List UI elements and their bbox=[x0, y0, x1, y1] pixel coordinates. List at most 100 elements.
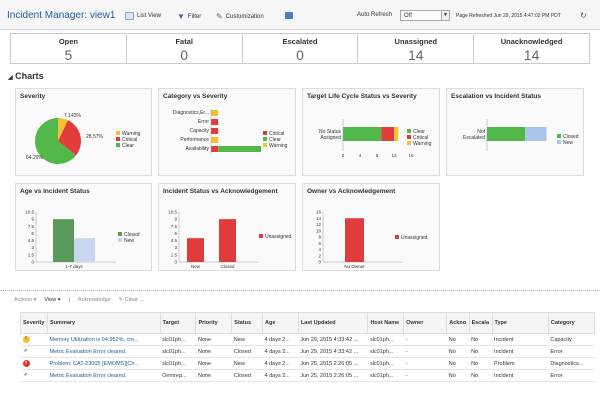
ack-y-tick: 0 bbox=[174, 260, 177, 265]
summary-cell[interactable]: Problem: CAT-23005 [EMOMS][Ch... bbox=[47, 357, 161, 370]
ack-cell: No bbox=[446, 333, 470, 346]
column-header[interactable]: Category bbox=[547, 312, 596, 334]
esc-cell: No bbox=[469, 333, 493, 346]
esc-cell: No bbox=[469, 369, 493, 382]
critical-icon: × bbox=[22, 360, 30, 367]
export-button[interactable] bbox=[285, 12, 293, 19]
column-header[interactable]: Target bbox=[159, 312, 197, 334]
column-header[interactable]: Owner bbox=[403, 312, 448, 334]
owner-x-tick: No Owner bbox=[344, 264, 365, 269]
legend-swatch bbox=[116, 131, 120, 135]
filter-icon: ▼ bbox=[177, 12, 185, 21]
header-bar: Incident Manager: view1 List View ▼ Filt… bbox=[0, 0, 600, 30]
clear-icon: ✔ bbox=[23, 348, 29, 354]
list-view-button[interactable]: List View bbox=[125, 12, 161, 20]
owner-cell: - bbox=[403, 345, 447, 358]
pie-slice-clear bbox=[35, 118, 76, 164]
table-row[interactable]: ✔ Metric Evaluation Error cleared. Oemrep.… bbox=[20, 369, 595, 382]
legend-label: Critical bbox=[122, 137, 137, 143]
filter-button[interactable]: ▼ Filter bbox=[177, 12, 202, 21]
view-menu[interactable]: View ▾ bbox=[44, 297, 61, 303]
host-cell: slc01ph... bbox=[367, 333, 404, 346]
column-header[interactable]: Summary bbox=[47, 312, 161, 334]
legend-swatch bbox=[263, 137, 267, 141]
legend-swatch bbox=[118, 238, 122, 242]
eraser-icon: ✎ bbox=[118, 297, 124, 303]
updated-cell: Jun 25, 2015 2:26:05 ... bbox=[298, 369, 368, 382]
target-cell: Oemrep... bbox=[160, 369, 196, 382]
age-x-tick: 1-7 days bbox=[65, 264, 83, 269]
owner-bar bbox=[345, 218, 364, 262]
lifecycle-bar-critical bbox=[381, 127, 394, 141]
page-title: Incident Manager: view1 bbox=[7, 10, 116, 21]
age-y-tick: 9 bbox=[31, 217, 34, 222]
column-header[interactable]: Age bbox=[262, 312, 299, 334]
charts-section-header[interactable]: ◢ Charts bbox=[8, 71, 44, 81]
count-escalated[interactable]: Escalated 0 bbox=[243, 34, 359, 63]
lifecycle-x-tick: 16 bbox=[408, 153, 414, 158]
category-cell: Capacity bbox=[548, 333, 595, 346]
column-header[interactable]: Type bbox=[491, 312, 549, 334]
category-tick-label: Error bbox=[198, 119, 209, 125]
priority-cell: None bbox=[195, 333, 232, 346]
clear-button[interactable]: ✎ Clear ... bbox=[118, 297, 145, 303]
table-header-row: Severity Summary Target Priority Status Age La… bbox=[19, 312, 596, 334]
owner-cell: - bbox=[403, 357, 447, 370]
count-unacknowledged[interactable]: Unacknowledged 14 bbox=[500, 37, 563, 63]
summary-cell[interactable]: Memory Utilization is 94.952%, cro... bbox=[47, 333, 161, 346]
count-unassigned[interactable]: Unassigned 14 bbox=[358, 34, 475, 63]
ack-cell: No bbox=[446, 345, 470, 358]
category-bar-chart: Diagnostics,Er... Error Capacity Performanc… bbox=[173, 109, 288, 154]
category-cell: Error bbox=[548, 345, 595, 358]
table-row[interactable]: × Problem: CAT-23005 [EMOMS][Ch... slc01ph… bbox=[20, 357, 595, 370]
column-header[interactable]: Last Updated bbox=[297, 312, 369, 334]
legend-label: Warning bbox=[122, 131, 141, 137]
actions-menu[interactable]: Actions ▾ bbox=[14, 297, 37, 303]
updated-cell: Jun 29, 2015 4:33:42 ... bbox=[298, 333, 368, 346]
type-cell: Problem bbox=[492, 357, 549, 370]
auto-refresh-select[interactable]: Off ▼ bbox=[400, 10, 450, 21]
owner-y-tick: 16 bbox=[316, 210, 322, 215]
table-row[interactable]: ! Memory Utilization is 94.952%, cro... sl… bbox=[20, 333, 595, 346]
summary-cell[interactable]: Metric Evaluation Error cleared. bbox=[47, 345, 161, 358]
legend-label: Unassigned bbox=[401, 235, 428, 241]
column-header[interactable]: Status bbox=[231, 312, 263, 334]
age-cell: 4 days 2... bbox=[262, 369, 299, 382]
lifecycle-tick-label-1: No Status bbox=[319, 129, 341, 135]
target-cell: slc01ph... bbox=[160, 357, 196, 370]
count-open[interactable]: Open 5 bbox=[11, 34, 127, 63]
legend-label: Clear bbox=[269, 137, 281, 143]
ack-bar-chart: 10.5 9 7.5 6 4.5 3 1.5 0 New Closed Unassigned bbox=[168, 210, 291, 270]
column-header[interactable]: Severity bbox=[19, 312, 49, 334]
priority-cell: None bbox=[195, 345, 232, 358]
count-fatal[interactable]: Fatal 0 bbox=[127, 34, 243, 63]
incident-table: Severity Summary Target Priority Status Age La… bbox=[19, 312, 596, 382]
acknowledge-button[interactable]: Acknowledge bbox=[77, 297, 111, 303]
auto-refresh-label: Auto Refresh bbox=[357, 12, 393, 18]
legend-label: Critical bbox=[413, 135, 428, 141]
status-cell: New bbox=[231, 333, 263, 346]
legend-swatch bbox=[118, 232, 122, 236]
host-cell: slc01ph... bbox=[367, 345, 404, 358]
priority-cell: None bbox=[195, 369, 232, 382]
list-view-icon bbox=[125, 12, 134, 20]
customization-button[interactable]: ✎ Customization bbox=[216, 12, 264, 21]
ack-cell: No bbox=[446, 357, 470, 370]
ack-x-tick: New bbox=[191, 264, 201, 269]
age-y-tick: 6 bbox=[31, 231, 34, 236]
severity-cell: ✔ bbox=[20, 369, 48, 382]
target-cell: slc01ph... bbox=[160, 333, 196, 346]
ack-y-tick: 1.5 bbox=[171, 252, 178, 257]
column-header[interactable]: Priority bbox=[195, 312, 233, 334]
owner-y-tick: 2 bbox=[318, 253, 321, 258]
refresh-icon[interactable]: ↻ bbox=[580, 11, 587, 20]
column-header[interactable]: Ackno bbox=[446, 312, 470, 334]
column-header[interactable]: Host Name bbox=[367, 312, 405, 334]
column-header[interactable]: Escala bbox=[468, 312, 493, 334]
age-bar-new bbox=[74, 238, 95, 262]
summary-cell[interactable]: Metric Evaluation Error cleared. bbox=[47, 369, 161, 382]
table-row[interactable]: ✔ Metric Evaluation Error cleared. slc01ph… bbox=[20, 345, 595, 358]
age-y-tick: 3 bbox=[31, 245, 34, 250]
lifecycle-x-tick: 8 bbox=[376, 153, 379, 158]
